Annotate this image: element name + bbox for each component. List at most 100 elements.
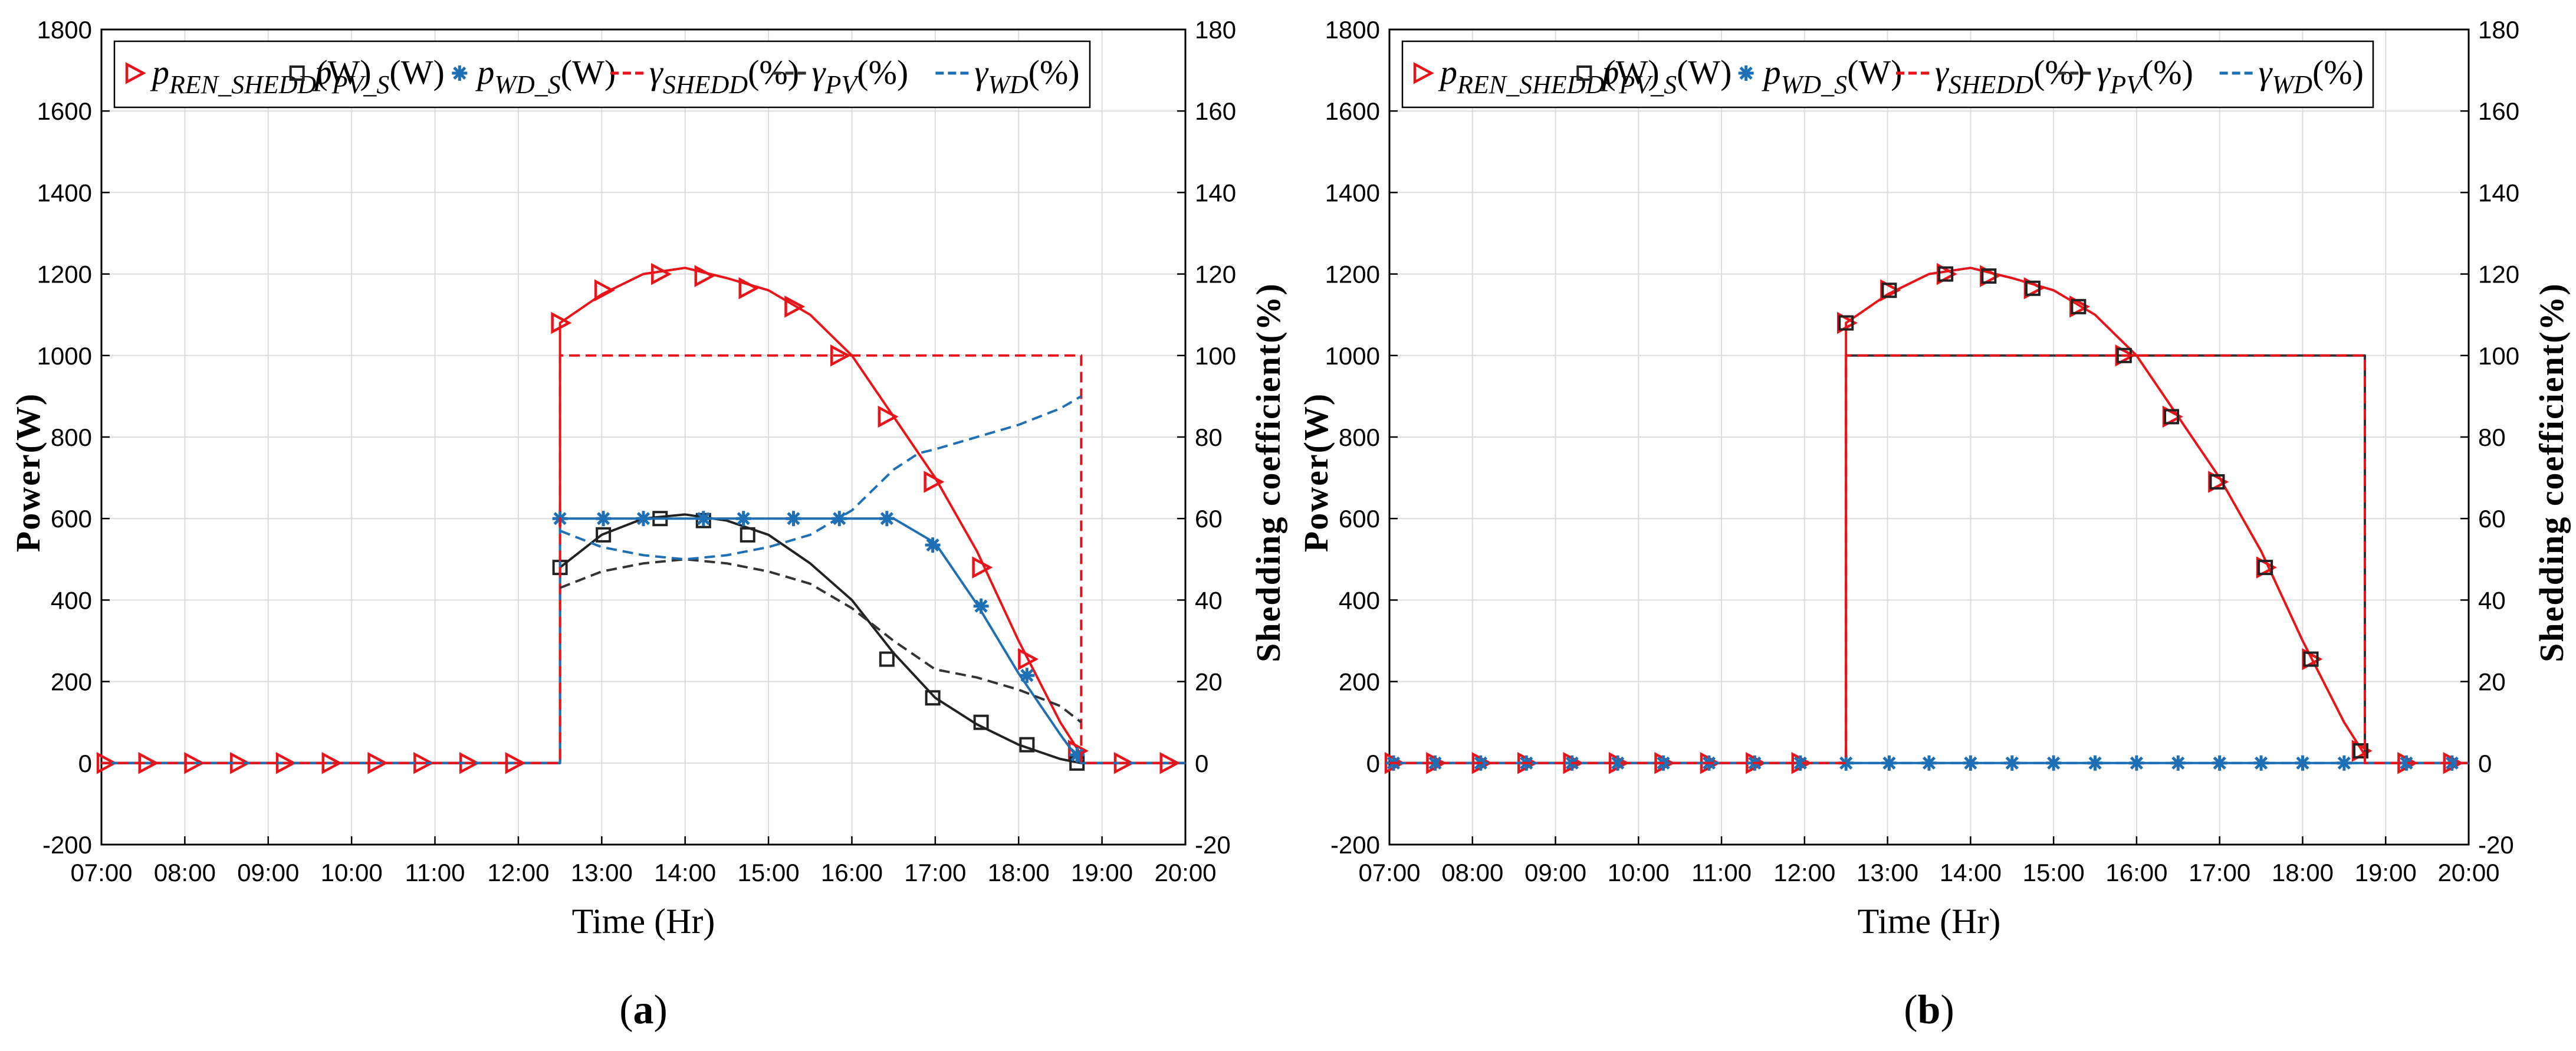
series-p-pv-s-w--marker bbox=[2353, 743, 2368, 759]
series--wd--line bbox=[559, 395, 1082, 561]
x-tick-label: 09:00 bbox=[1524, 859, 1586, 886]
y-tick-label-right: 20 bbox=[1195, 668, 1223, 696]
x-tick-label: 08:00 bbox=[154, 859, 216, 886]
series-p-wd-s-w--marker bbox=[695, 511, 711, 527]
legend-item-p-wd-s: pWD_S(W) bbox=[452, 53, 616, 99]
series-group bbox=[96, 262, 1185, 774]
x-axis-label: Time (Hr) bbox=[1858, 902, 2001, 941]
series-p-ren-shedd-w--marker bbox=[594, 279, 615, 301]
x-tick-label: 07:00 bbox=[1358, 859, 1420, 886]
series-group bbox=[1384, 262, 2469, 774]
x-tick-label: 16:00 bbox=[2105, 859, 2167, 886]
x-tick-label: 20:00 bbox=[2437, 859, 2499, 886]
legend-item-p-ren-shedd: pREN_SHEDD(W) bbox=[125, 53, 372, 99]
series-p-pv-s-w--marker bbox=[740, 527, 755, 543]
series-p-pv-s-w--marker bbox=[2209, 474, 2225, 490]
x-tick-label: 09:00 bbox=[237, 859, 299, 886]
x-tick-label: 10:00 bbox=[1608, 859, 1670, 886]
x-tick-label: 18:00 bbox=[988, 859, 1050, 886]
y-tick-label-left: 400 bbox=[51, 586, 92, 614]
y-tick-label-left: 1800 bbox=[37, 16, 92, 44]
x-tick-label: 07:00 bbox=[70, 859, 132, 886]
x-tick-label: 10:00 bbox=[321, 859, 383, 886]
y-tick-label-left: 800 bbox=[1339, 423, 1380, 451]
series-p-wd-s-w--marker bbox=[879, 511, 895, 527]
y-tick-label-right: 180 bbox=[2478, 16, 2519, 44]
chart-panel-b: 07:00 08:00 09:00 10:00 11:00 12:00 13:00 14:00… bbox=[1297, 16, 2571, 1033]
series-p-pv-s-w--marker bbox=[1019, 737, 1035, 753]
x-tick-label: 17:00 bbox=[2189, 859, 2250, 886]
legend-label: pREN_SHEDD(W) bbox=[1438, 53, 1660, 99]
series-p-wd-s-w--marker bbox=[636, 511, 651, 527]
y-tick-label-right: -20 bbox=[1195, 831, 1231, 859]
y-tick-label-right: 140 bbox=[1195, 179, 1236, 206]
series-p-ren-shedd-w--marker bbox=[1018, 648, 1039, 671]
x-tick-label: 20:00 bbox=[1154, 859, 1216, 886]
y-tick-label-left: 600 bbox=[1339, 505, 1380, 533]
series-p-pv-s-w--marker bbox=[2258, 560, 2273, 576]
legend-item-gamma-wd: γWD(%) bbox=[935, 53, 1080, 99]
y-tick-label-left: 1800 bbox=[1325, 16, 1380, 44]
y-tick-label-right: 0 bbox=[2478, 750, 2492, 777]
series--shedd--line bbox=[1389, 354, 2469, 764]
y-tick-label-left: 0 bbox=[1366, 750, 1380, 777]
y-tick-label-right: 160 bbox=[2478, 97, 2519, 125]
legend: pREN_SHEDD(W)pPV_S(W) pWD_S(W) γSHEDD(%) γP… bbox=[113, 40, 1091, 109]
y-tick-label-left: -200 bbox=[42, 831, 92, 859]
series-p-ren-shedd-w--marker bbox=[738, 277, 760, 300]
series-p-pv-s-w--marker bbox=[1938, 266, 1954, 282]
y-tick-label-right: 160 bbox=[1195, 97, 1236, 125]
legend-box bbox=[1401, 40, 2374, 109]
y-tick-label-right: 60 bbox=[1195, 505, 1223, 533]
series-p-wd-s-w--marker bbox=[735, 511, 751, 527]
y-tick-label-right: 40 bbox=[1195, 586, 1223, 614]
legend-item-p-wd-s: pWD_S(W) bbox=[1738, 53, 1902, 99]
x-tick-label: 11:00 bbox=[405, 859, 465, 886]
y-tick-label-right: -20 bbox=[2478, 831, 2514, 859]
x-axis-label: Time (Hr) bbox=[572, 902, 715, 941]
y-axis-label-right: Shedding coefficient(%) bbox=[1249, 283, 1287, 662]
x-tick-label: 14:00 bbox=[1940, 859, 2002, 886]
x-tick-label: 15:00 bbox=[738, 859, 800, 886]
y-tick-label-right: 140 bbox=[2478, 179, 2519, 206]
y-tick-label-left: 1400 bbox=[37, 179, 92, 206]
legend-item-gamma-wd: γWD(%) bbox=[2219, 53, 2364, 99]
y-tick-label-left: 1600 bbox=[37, 97, 92, 125]
y-tick-label-left: -200 bbox=[1330, 831, 1380, 859]
legend-item-p-pv-s: pPV_S(W) bbox=[1576, 53, 1731, 99]
series-p-wd-s-w--marker bbox=[973, 598, 989, 614]
series-p-ren-shedd-w--marker bbox=[830, 344, 852, 367]
y-tick-label-left: 1200 bbox=[1325, 261, 1380, 288]
y-tick-label-right: 60 bbox=[2478, 505, 2506, 533]
y-tick-label-left: 1600 bbox=[1325, 97, 1380, 125]
x-tick-label: 18:00 bbox=[2272, 859, 2334, 886]
legend-swatch bbox=[125, 62, 146, 84]
x-tick-label: 08:00 bbox=[1441, 859, 1503, 886]
y-tick-label-left: 800 bbox=[51, 423, 92, 451]
legend-label: γPV(%) bbox=[2097, 53, 2193, 99]
series-p-ren-shedd-w--marker bbox=[651, 262, 672, 285]
legend-swatch bbox=[289, 65, 305, 81]
y-tick-label-right: 120 bbox=[2478, 261, 2519, 288]
series-p-pv-s-w--marker bbox=[2164, 409, 2180, 425]
legend-swatch bbox=[1413, 62, 1434, 84]
legend-item-p-pv-s: pPV_S(W) bbox=[289, 53, 445, 99]
legend-swatch bbox=[1738, 65, 1754, 81]
chart-panel-a: 07:00 08:00 09:00 10:00 11:00 12:00 13:00 14:00… bbox=[9, 16, 1287, 1033]
legend-item-p-ren-shedd: pREN_SHEDD(W) bbox=[1413, 53, 1660, 99]
x-tick-label: 19:00 bbox=[1071, 859, 1133, 886]
series-p-wd-s-w--marker bbox=[596, 511, 612, 527]
panel-label: (a) bbox=[619, 987, 668, 1033]
x-tick-label: 11:00 bbox=[1691, 859, 1752, 886]
y-tick-label-left: 1200 bbox=[37, 261, 92, 288]
y-tick-label-left: 1400 bbox=[1325, 179, 1380, 206]
legend-label: γPV(%) bbox=[812, 53, 909, 99]
legend-label: pREN_SHEDD(W) bbox=[150, 53, 372, 99]
panel-label: (b) bbox=[1904, 987, 1954, 1033]
series-p-pv-s-w--marker bbox=[1881, 283, 1897, 298]
legend: pREN_SHEDD(W)pPV_S(W) pWD_S(W) γSHEDD(%) γP… bbox=[1401, 40, 2374, 109]
series-p-pv-s-w--marker bbox=[2303, 651, 2319, 667]
series-p-pv-s-w--marker bbox=[973, 714, 989, 730]
series--pv--line bbox=[559, 558, 1082, 724]
